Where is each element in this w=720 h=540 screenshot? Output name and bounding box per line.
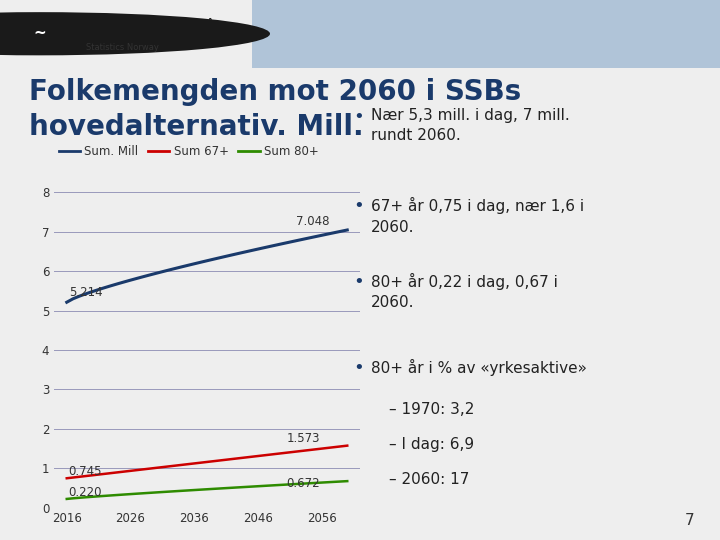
Text: 0.745: 0.745 [68,465,102,478]
Text: Folkemengden mot 2060 i SSBs: Folkemengden mot 2060 i SSBs [29,78,521,106]
Text: Statistisk sentralbyrå: Statistisk sentralbyrå [86,18,214,30]
Text: – 2060: 17: – 2060: 17 [389,472,469,488]
Text: •: • [353,108,364,126]
Text: •: • [353,273,364,291]
Text: 80+ år i % av «yrkesaktive»: 80+ år i % av «yrkesaktive» [371,359,587,376]
Text: •: • [353,197,364,215]
Text: 5.214: 5.214 [68,286,102,299]
Text: •: • [353,359,364,377]
Text: hovedalternativ. Mill.: hovedalternativ. Mill. [29,113,364,141]
Text: ~: ~ [33,26,46,41]
Bar [252,0,720,68]
Text: – 1970: 3,2: – 1970: 3,2 [389,402,474,417]
Text: Nær 5,3 mill. i dag, 7 mill.
rundt 2060.: Nær 5,3 mill. i dag, 7 mill. rundt 2060. [371,108,570,144]
Text: 7: 7 [685,513,695,528]
Text: 7.048: 7.048 [296,215,330,228]
Text: Statistics Norway: Statistics Norway [86,43,159,52]
Text: 0.672: 0.672 [287,477,320,490]
Text: 0.220: 0.220 [68,486,102,499]
Text: – I dag: 6,9: – I dag: 6,9 [389,437,474,453]
Legend: Sum. Mill, Sum 67+, Sum 80+: Sum. Mill, Sum 67+, Sum 80+ [54,140,324,163]
Text: 80+ år 0,22 i dag, 0,67 i
2060.: 80+ år 0,22 i dag, 0,67 i 2060. [371,273,558,310]
Text: 67+ år 0,75 i dag, nær 1,6 i
2060.: 67+ år 0,75 i dag, nær 1,6 i 2060. [371,197,584,234]
Circle shape [0,12,270,56]
Text: 1.573: 1.573 [287,432,320,445]
